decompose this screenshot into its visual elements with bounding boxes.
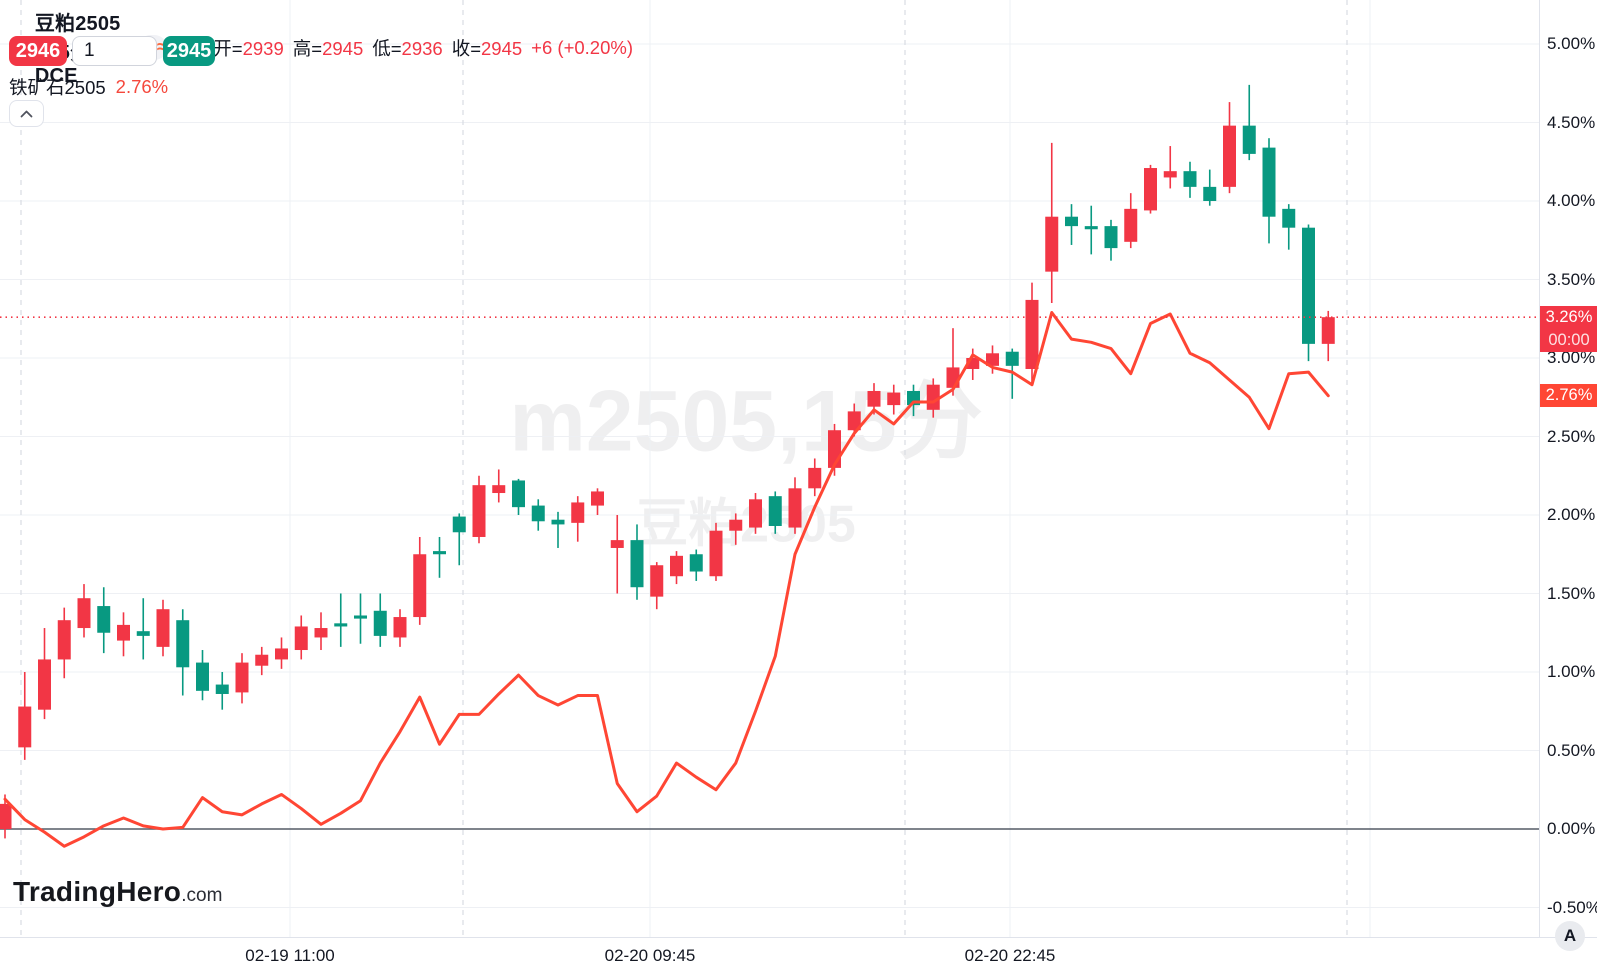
ohlc-item: 高=2945 [292,37,364,59]
watermark-symbol: m2505,15分 [509,373,983,470]
price-axis-label: 5.00% [1547,34,1596,53]
time-axis-label: 02-20 09:45 [604,946,696,965]
price-axis-label: 0.50% [1547,740,1596,760]
ohlc-item: 开=2939 [213,37,284,59]
collapse-legend-button[interactable] [9,100,44,127]
watermark-name: 豆粕2505 [636,495,856,554]
sell-button[interactable]: 2946 [9,36,67,66]
buy-button[interactable]: 2945 [163,36,215,66]
ohlc-readout: 开=2939 高=2945 低=2936 收=2945 +6 (+0.20%) [213,35,633,61]
compare-symbol-name: 铁矿石2505 [9,77,106,98]
font-size-button[interactable]: A [1555,921,1585,951]
bar-countdown-badge: 00:00 [1540,328,1597,352]
compare-last-value-badge: 2.76% [1540,384,1597,408]
compare-symbol-change: 2.76% [115,76,169,97]
price-axis-label: -0.50% [1547,897,1597,917]
price-axis[interactable]: 5.00% 4.50% 4.00% 3.50% 3.00% 2.50% 2.00% 1.50%… [1539,0,1597,937]
time-axis-label: 02-20 22:45 [964,946,1056,965]
time-axis-label: 02-19 11:00 [245,946,335,965]
price-axis-label: 3.00% [1547,348,1596,367]
price-axis-label: 2.00% [1547,505,1596,524]
time-axis[interactable]: 02-19 11:00 02-20 09:45 02-20 22:45 [0,937,1597,971]
last-price-badge: 3.26% [1540,305,1597,329]
chevron-up-icon [20,110,33,117]
price-axis-label: 4.00% [1547,191,1596,210]
price-axis-label: 2.50% [1547,426,1596,446]
brand-name: TradingHero [13,876,182,907]
price-axis-label: 0.00% [1547,819,1596,838]
approx-icon: ≈ [157,38,167,57]
price-axis-label: 3.50% [1547,269,1596,289]
brand-suffix: .com [181,885,223,906]
tradinghero-logo: TradingHero .com [13,876,222,908]
price-axis-label: 4.50% [1547,112,1596,132]
ohlc-item: 低=2936 [372,37,443,59]
quantity-input[interactable] [72,36,157,66]
ohlc-change: +6 (+0.20%) [531,36,633,58]
trade-panel: 2946 2945 [9,36,215,66]
price-axis-label: 1.50% [1547,583,1596,603]
compare-symbol-row[interactable]: 铁矿石2505 2.76% [9,74,168,100]
price-axis-label: 1.00% [1547,662,1596,681]
ohlc-item: 收=2945 [451,37,523,59]
